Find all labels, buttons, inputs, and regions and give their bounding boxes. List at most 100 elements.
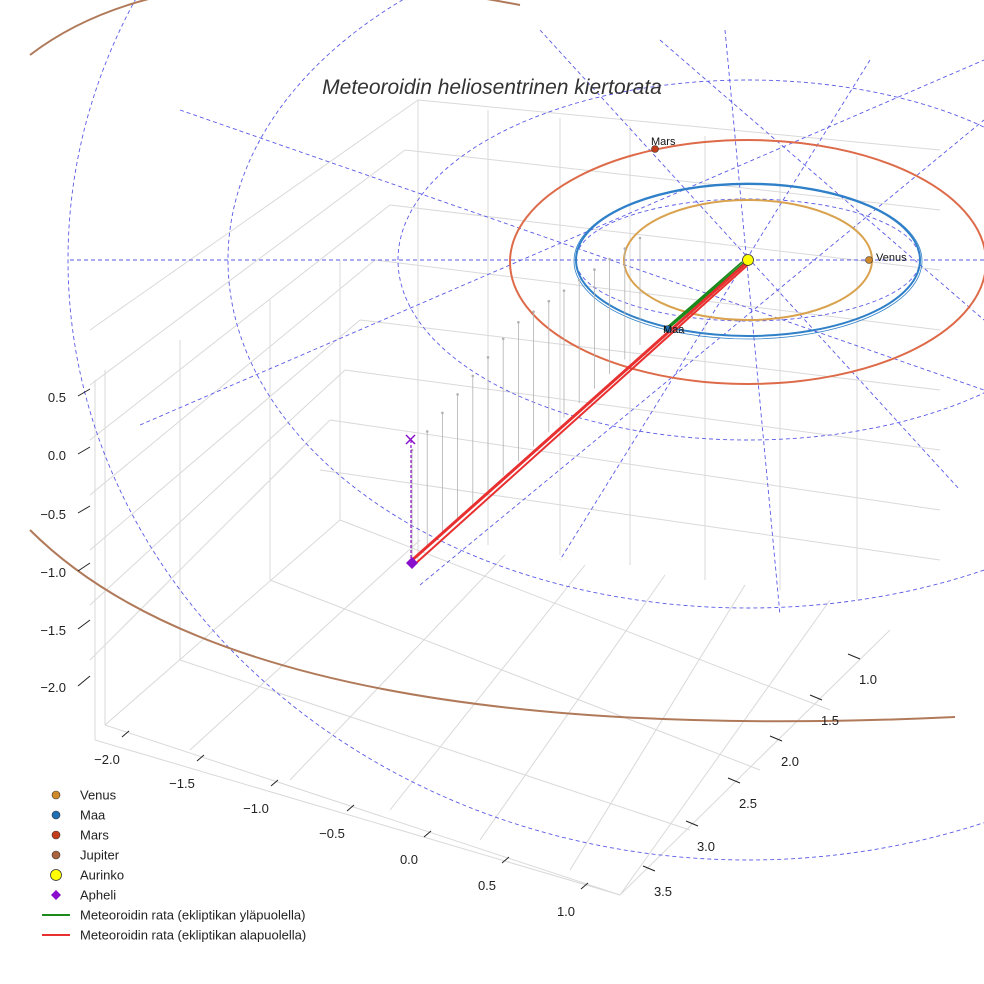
x-tick-label: −2.0 [94, 752, 120, 767]
meteoroid-trajectory [409, 259, 752, 565]
x-tick [501, 856, 510, 864]
drop-line-tip [517, 320, 520, 324]
z-tick-label: −1.5 [40, 623, 66, 638]
grid-line [89, 259, 376, 496]
drop-line-tip [486, 356, 490, 359]
grid-line [389, 564, 586, 811]
grid-line [619, 599, 831, 896]
mars-orbit [509, 139, 984, 385]
earth-orbit [575, 183, 921, 337]
x-tick-label: −1.0 [243, 801, 269, 816]
mars-marker [651, 145, 659, 153]
z-tick [77, 562, 91, 572]
grid-line [569, 584, 746, 871]
legend-marker [51, 810, 61, 820]
x-tick [346, 804, 355, 812]
z-tick-label: −2.0 [40, 680, 66, 695]
grid-line [269, 579, 761, 771]
z-tick [77, 388, 91, 397]
y-tick [809, 694, 823, 701]
y-tick-label: 3.0 [697, 839, 715, 854]
legend-marker [51, 790, 61, 800]
grid-line [319, 469, 941, 561]
drop-line-tip [547, 299, 551, 303]
drop-line-tip [532, 310, 535, 314]
y-tick [642, 865, 656, 872]
jupiter-orbit-arc-bottom [29, 529, 956, 723]
z-tick [77, 446, 91, 455]
x-tick-label: 0.5 [478, 878, 496, 893]
grid-line [89, 99, 419, 331]
legend-item: Venus [51, 788, 117, 803]
grid-line [179, 659, 691, 831]
trajectory-drop-lines [410, 236, 642, 563]
trajectory-below-ecliptic [409, 262, 746, 564]
grid-line [619, 629, 891, 896]
grid-line [89, 419, 331, 661]
y-tick [769, 735, 783, 742]
z-tick-label: 0.5 [48, 390, 66, 405]
grid-line [89, 369, 346, 606]
x-tick [423, 830, 432, 838]
ecliptic-spoke [659, 39, 984, 321]
drop-line-tip [441, 411, 444, 415]
legend: Venus Maa Mars Jupiter Aurinko Apheli Meteoroi… [42, 788, 306, 943]
z-tick [77, 505, 91, 514]
legend-marker [50, 869, 62, 881]
legend-label: Apheli [80, 888, 116, 903]
aphelion-marker [406, 557, 418, 569]
z-tick-label: −1.0 [40, 565, 66, 580]
grid-line [104, 724, 621, 896]
y-tick [727, 777, 741, 784]
y-tick-label: 1.0 [859, 672, 877, 687]
grid-line [359, 319, 941, 391]
legend-item: Meteoroidin rata (ekliptikan alapuolella… [42, 928, 306, 943]
x-tick [121, 730, 130, 738]
legend-label: Aurinko [80, 868, 124, 883]
ecliptic-spoke [179, 109, 984, 391]
jupiter-orbit-arc-top [29, 0, 521, 56]
drop-line-tip [577, 278, 581, 282]
venus-label: Venus [876, 252, 907, 264]
sun-marker [742, 254, 754, 266]
drop-line-tip [456, 393, 459, 396]
ecliptic-spoke [559, 59, 871, 561]
y-tick-label: 1.5 [821, 713, 839, 728]
y-tick [685, 820, 699, 827]
drop-line-tip [593, 268, 596, 271]
ecliptic-polar-grid [67, 0, 984, 861]
legend-label: Venus [80, 788, 117, 803]
z-tick-label: 0.0 [48, 448, 66, 463]
grid-line [329, 419, 941, 511]
chart-title: Meteoroidin heliosentrinen kiertorata [322, 76, 662, 99]
legend-item: Apheli [51, 888, 116, 903]
grid-line [89, 319, 361, 551]
x-tick-label: 1.0 [557, 904, 575, 919]
y-tick-label: 3.5 [654, 884, 672, 899]
legend-label: Jupiter [80, 848, 120, 863]
grid-line [344, 369, 941, 451]
drop-line-tip [501, 337, 505, 341]
mars-label: Mars [651, 136, 676, 148]
grid-line [389, 204, 941, 271]
axis-ticks: 0.5 0.0 −0.5 −1.0 −1.5 −2.0 −2.0 −1.5 −1.0 −0.5 0.… [40, 388, 877, 919]
x-tick-label: −1.5 [169, 776, 195, 791]
legend-item: Maa [51, 808, 106, 823]
trajectory-above-ecliptic-2 [663, 261, 743, 331]
drop-line-tip [471, 374, 475, 378]
legend-item: Mars [51, 828, 109, 843]
grid-line [89, 204, 391, 441]
legend-marker [51, 850, 61, 860]
z-tick [77, 619, 91, 630]
trajectory-below-ecliptic-2 [414, 261, 752, 565]
planet-orbits [29, 0, 984, 723]
grid-line [289, 554, 506, 781]
legend-item: Aurinko [50, 868, 124, 883]
legend-item: Meteoroidin rata (ekliptikan yläpuolella… [42, 908, 305, 923]
ecliptic-ring [67, 0, 984, 861]
grid-line [104, 519, 341, 726]
ecliptic-spoke [139, 59, 984, 426]
z-tick-label: −0.5 [40, 507, 66, 522]
